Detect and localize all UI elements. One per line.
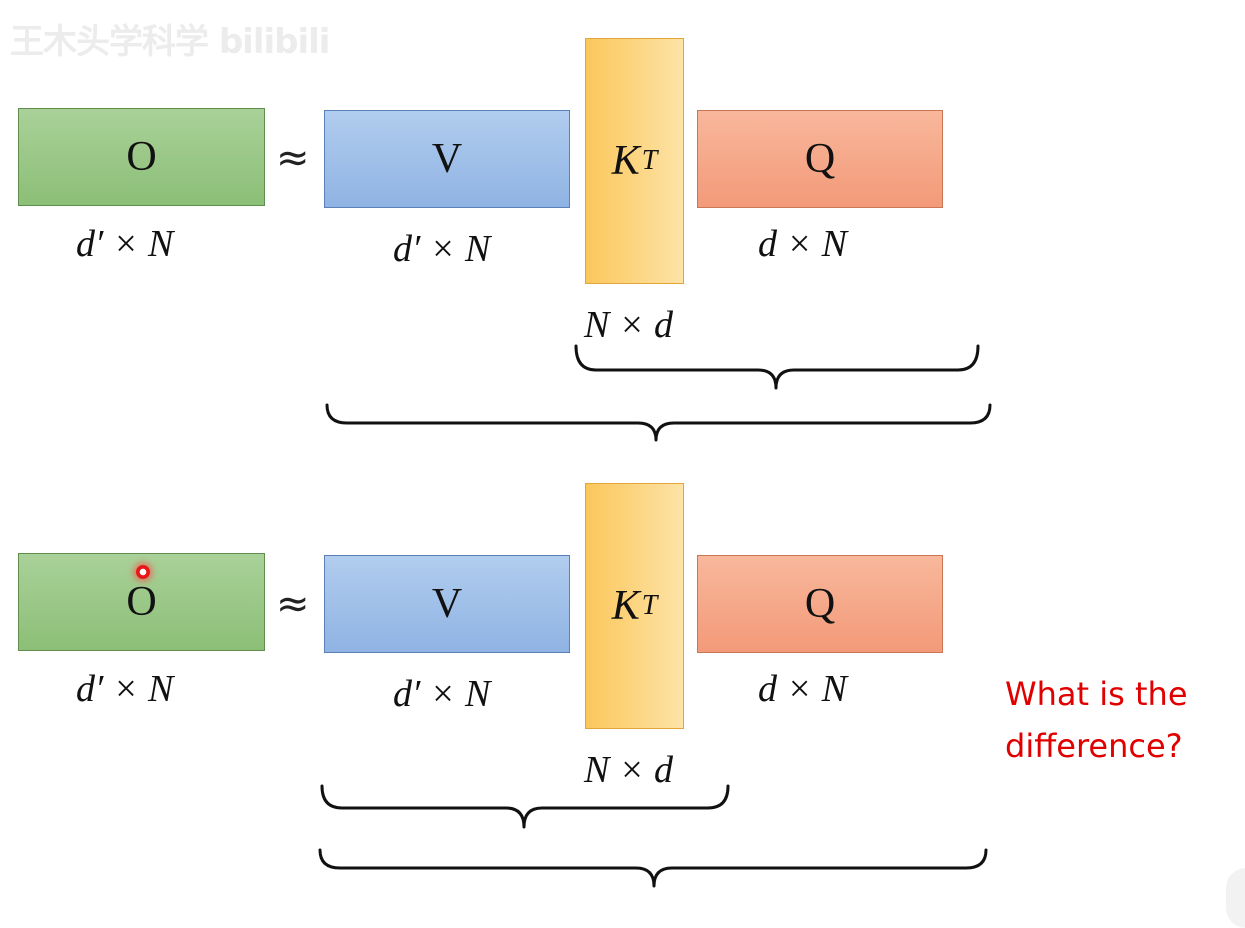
dim-q-bottom: d × N	[758, 668, 847, 710]
laser-pointer-icon	[136, 565, 150, 579]
matrix-o-top: O	[18, 108, 265, 206]
dim-o-bottom: d′ × N	[76, 668, 174, 710]
matrix-q-top: Q	[697, 110, 943, 208]
brace-v-kt-q-top	[325, 403, 992, 442]
question-line-1: What is the	[1005, 675, 1188, 713]
matrix-o-bottom: O	[18, 553, 265, 651]
question-text: What is the difference?	[1005, 668, 1225, 772]
transpose-superscript: T	[641, 590, 658, 621]
matrix-v-top: V	[324, 110, 570, 208]
matrix-k-label: K	[611, 583, 640, 629]
dim-q-top: d × N	[758, 223, 847, 265]
dim-v-bottom: d′ × N	[393, 673, 491, 715]
matrix-o-label: O	[126, 134, 157, 180]
matrix-v-bottom: V	[324, 555, 570, 653]
dim-v-top: d′ × N	[393, 228, 491, 270]
scroll-handle[interactable]	[1226, 868, 1245, 928]
brace-v-kt-bottom	[320, 784, 730, 829]
brace-kt-q-top	[574, 344, 980, 390]
dim-o-top: d′ × N	[76, 223, 174, 265]
dim-kt-bottom: N × d	[584, 749, 673, 791]
transpose-superscript: T	[641, 145, 658, 176]
matrix-q-label: Q	[804, 136, 836, 182]
dim-kt-top: N × d	[584, 304, 673, 346]
matrix-k-label: K	[611, 138, 640, 184]
matrix-v-label: V	[431, 136, 463, 182]
watermark: 王木头学科学 bilibili	[10, 22, 330, 62]
matrix-q-bottom: Q	[697, 555, 943, 653]
approx-symbol-top: ≈	[276, 135, 310, 181]
question-line-2: difference?	[1005, 727, 1183, 765]
matrix-q-label: Q	[804, 581, 836, 627]
approx-symbol-bottom: ≈	[276, 581, 310, 627]
matrix-o-label: O	[126, 579, 157, 625]
brace-v-kt-q-bottom	[318, 848, 988, 888]
matrix-v-label: V	[431, 581, 463, 627]
